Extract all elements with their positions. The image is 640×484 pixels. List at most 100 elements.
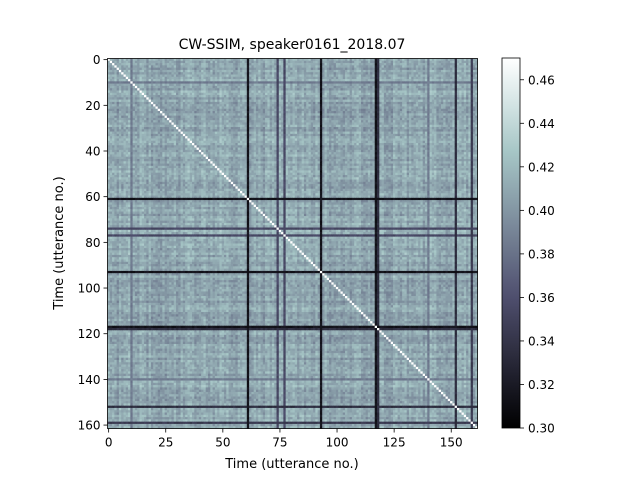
heatmap-cell — [116, 83, 120, 87]
heatmap-cell — [436, 63, 440, 66]
heatmap-cell — [290, 63, 293, 66]
heatmap-cell — [299, 95, 302, 98]
heatmap-cell — [356, 63, 360, 66]
heatmap-cell — [274, 95, 277, 98]
heatmap-cell — [331, 92, 334, 96]
heatmap-cell — [475, 97, 478, 100]
heatmap-cell — [148, 88, 152, 91]
heatmap-cell — [461, 120, 465, 123]
heatmap-cell — [345, 76, 348, 80]
heatmap-cell — [281, 97, 284, 100]
heatmap-cell — [358, 81, 362, 84]
heatmap-cell — [443, 58, 446, 62]
heatmap-cell — [408, 81, 412, 84]
heatmap-cell — [134, 76, 138, 80]
heatmap-cell — [310, 122, 314, 126]
heatmap-cell — [443, 67, 446, 71]
heatmap-cell — [192, 65, 195, 68]
heatmap-cell — [219, 72, 223, 75]
heatmap-cell — [265, 85, 268, 89]
heatmap-cell — [361, 101, 364, 105]
heatmap-cell — [443, 79, 446, 82]
heatmap-cell — [466, 65, 469, 68]
heatmap-cell — [333, 104, 337, 107]
heatmap-cell — [306, 122, 309, 126]
heatmap-cell — [271, 115, 275, 119]
heatmap-cell — [333, 106, 337, 110]
heatmap-cell — [383, 127, 387, 130]
heatmap-cell — [381, 104, 385, 107]
heatmap-cell — [363, 122, 366, 126]
heatmap-cell — [290, 67, 293, 71]
heatmap-cell — [276, 117, 280, 121]
heatmap-cell — [139, 124, 143, 128]
heatmap-cell — [365, 65, 369, 68]
heatmap-cell — [411, 74, 414, 78]
heatmap-cell — [342, 88, 346, 91]
heatmap-cell — [187, 99, 191, 103]
heatmap-cell — [475, 122, 478, 126]
heatmap-cell — [274, 97, 277, 100]
heatmap-cell — [440, 115, 444, 119]
heatmap-cell — [372, 120, 376, 123]
heatmap-cell — [402, 106, 405, 110]
heatmap-cell — [443, 83, 446, 87]
heatmap-cell — [365, 113, 369, 116]
heatmap-cell — [424, 101, 428, 105]
heatmap-cell — [319, 69, 323, 73]
heatmap-cell — [230, 104, 234, 107]
heatmap-cell — [116, 63, 120, 66]
heatmap-cell — [383, 99, 387, 103]
heatmap-cell — [185, 106, 188, 110]
heatmap-cell — [198, 124, 202, 128]
heatmap-cell — [472, 124, 476, 128]
heatmap-cell — [283, 90, 286, 94]
heatmap-cell — [180, 127, 184, 130]
heatmap-cell — [290, 79, 293, 82]
heatmap-cell — [246, 113, 250, 116]
heatmap-cell — [338, 74, 341, 78]
heatmap-cell — [436, 72, 440, 75]
heatmap-cell — [440, 90, 444, 94]
heatmap-cell — [260, 83, 264, 87]
heatmap-cell — [342, 111, 346, 114]
heatmap-cell — [454, 81, 458, 84]
heatmap-cell — [383, 101, 387, 105]
heatmap-cell — [470, 124, 474, 128]
heatmap-cell — [285, 115, 289, 119]
heatmap-cell — [402, 120, 405, 123]
heatmap-cell — [454, 122, 458, 126]
heatmap-cell — [351, 127, 355, 130]
heatmap-cell — [447, 99, 451, 103]
heatmap-cell — [148, 76, 152, 80]
heatmap-cell — [281, 101, 284, 105]
heatmap-cell — [299, 106, 302, 110]
heatmap-cell — [283, 127, 286, 130]
heatmap-cell — [194, 124, 197, 128]
heatmap-cell — [118, 92, 122, 96]
heatmap-cell — [413, 72, 417, 75]
heatmap-cell — [374, 95, 378, 98]
heatmap-cell — [450, 124, 453, 128]
heatmap-cell — [169, 95, 172, 98]
heatmap-cell — [265, 81, 268, 84]
heatmap-cell — [283, 111, 286, 114]
heatmap-cell — [422, 97, 426, 100]
heatmap-cell — [434, 83, 437, 87]
heatmap-cell — [123, 122, 127, 126]
heatmap-cell — [260, 104, 264, 107]
heatmap-cell — [440, 97, 444, 100]
heatmap-cell — [292, 88, 296, 91]
heatmap-cell — [445, 65, 449, 68]
heatmap-cell — [310, 76, 314, 80]
heatmap-cell — [265, 117, 268, 121]
heatmap-cell — [434, 97, 437, 100]
heatmap-cell — [386, 76, 389, 80]
heatmap-cell — [370, 108, 373, 112]
heatmap-cell — [178, 63, 181, 66]
heatmap-cell — [443, 85, 446, 89]
heatmap-cell — [406, 67, 410, 71]
heatmap-cell — [445, 113, 449, 116]
heatmap-cell — [287, 122, 291, 126]
heatmap-cell — [285, 99, 289, 103]
